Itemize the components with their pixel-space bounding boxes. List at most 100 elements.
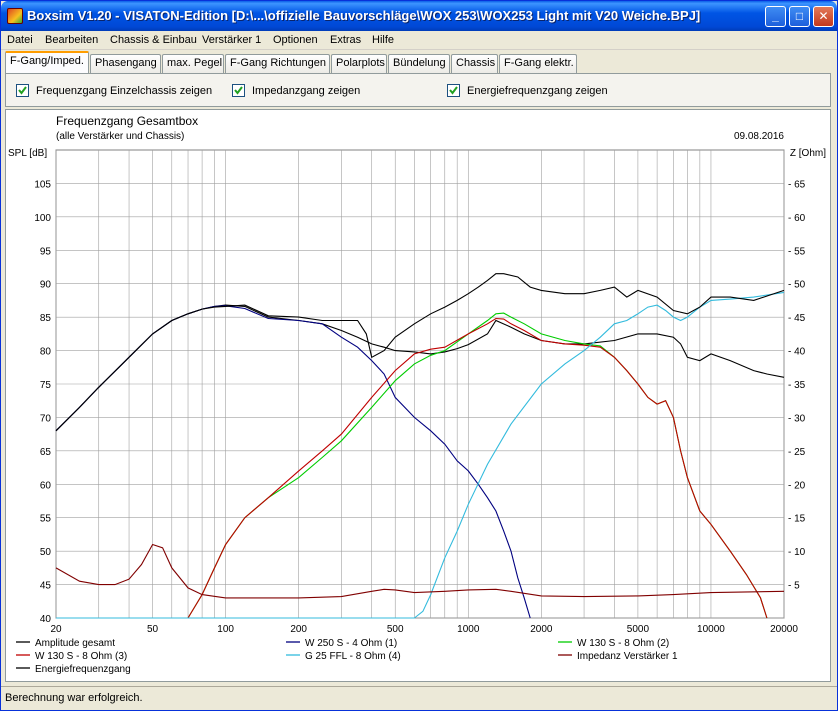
tab-max-pegel[interactable]: max. Pegel (162, 54, 224, 73)
close-button[interactable]: ✕ (813, 6, 834, 27)
tab-fgang-elektr[interactable]: F-Gang elektr. (499, 54, 577, 73)
option-impedanz[interactable]: Impedanzgang zeigen (232, 84, 360, 97)
y-tick-label-left: 65 (40, 447, 52, 458)
y-tick-label-left: 60 (40, 480, 52, 491)
y-tick-label-right: - 20 (788, 480, 806, 491)
tab-strip: F-Gang/Imped. Phasengang max. Pegel F-Ga… (1, 51, 837, 73)
y-axis-label-right: Z [Ohm] (790, 148, 826, 159)
menu-verstaerker[interactable]: Verstärker 1 (202, 34, 262, 46)
series-line-4 (56, 291, 785, 619)
option-einzelchassis[interactable]: Frequenzgang Einzelchassis zeigen (16, 84, 212, 97)
y-tick-label-left: 50 (40, 547, 52, 558)
legend-label-6: Energiefrequenzgang (35, 664, 131, 675)
check-icon (449, 86, 458, 95)
legend-label-5: Impedanz Verstärker 1 (577, 651, 678, 662)
x-tick-label: 5000 (627, 624, 650, 635)
x-tick-label: 10000 (697, 624, 725, 635)
menu-chassis-einbau[interactable]: Chassis & Einbau (110, 34, 197, 46)
impedanz-checkbox[interactable] (232, 84, 245, 97)
y-tick-label-right: - 40 (788, 347, 806, 358)
tab-chassis[interactable]: Chassis (451, 54, 498, 73)
plot-area: Frequenzgang Gesamtbox (alle Verstärker … (5, 109, 831, 682)
y-tick-label-left: 45 (40, 581, 52, 592)
status-text: Berechnung war erfolgreich. (5, 692, 143, 704)
y-tick-label-left: 40 (40, 614, 52, 625)
y-tick-label-left: 75 (40, 380, 52, 391)
y-tick-label-left: 80 (40, 347, 52, 358)
legend-label-4: G 25 FFL - 8 Ohm (4) (305, 651, 401, 662)
option-energie[interactable]: Energiefrequenzgang zeigen (447, 84, 608, 97)
y-tick-label-left: 95 (40, 246, 52, 257)
y-tick-label-left: 70 (40, 413, 52, 424)
legend-label-0: Amplitude gesamt (35, 638, 115, 649)
x-tick-label: 50 (147, 624, 159, 635)
chart-series (55, 273, 785, 619)
chart-ticks: 20 50 100 200 500 1000 2000 5000 10000 20000 40 45 5… (34, 179, 805, 635)
y-tick-label-right: - 15 (788, 514, 806, 525)
y-tick-label-right: - 55 (788, 246, 806, 257)
y-tick-label-right: - 25 (788, 447, 806, 458)
series-line-5 (55, 543, 785, 599)
x-tick-label: 500 (387, 624, 404, 635)
energie-checkbox[interactable] (447, 84, 460, 97)
title-bar[interactable]: Boxsim V1.20 - VISATON-Edition [D:\...\o… (1, 1, 837, 31)
series-line-2 (56, 312, 768, 619)
series-line-0 (55, 304, 785, 432)
status-bar: Berechnung war erfolgreich. (1, 686, 837, 710)
app-icon[interactable] (7, 8, 23, 24)
chart-grid (55, 149, 785, 619)
legend-label-2: W 130 S - 8 Ohm (2) (577, 638, 669, 649)
impedanz-label: Impedanzgang zeigen (252, 84, 361, 97)
y-tick-label-right: - 45 (788, 313, 806, 324)
y-tick-label-right: - 50 (788, 280, 806, 291)
series-line-6 (55, 273, 785, 432)
legend-label-3: W 130 S - 8 Ohm (3) (35, 651, 127, 662)
x-tick-label: 100 (217, 624, 234, 635)
tab-polarplots[interactable]: Polarplots (331, 54, 387, 73)
chart-date: 09.08.2016 (734, 131, 784, 142)
y-tick-label-left: 85 (40, 313, 52, 324)
menu-hilfe[interactable]: Hilfe (372, 34, 395, 46)
window-title: Boxsim V1.20 - VISATON-Edition [D:\...\o… (27, 8, 701, 23)
chart-title: Frequenzgang Gesamtbox (56, 114, 198, 128)
x-tick-label: 20 (50, 624, 62, 635)
frequency-response-chart[interactable]: Frequenzgang Gesamtbox (alle Verstärker … (6, 110, 830, 681)
tab-fgang-richtungen[interactable]: F-Gang Richtungen (225, 54, 330, 73)
y-tick-label-right: - 10 (788, 547, 806, 558)
chart-subtitle: (alle Verstärker und Chassis) (56, 131, 184, 142)
tab-phasengang[interactable]: Phasengang (90, 54, 161, 73)
x-tick-label: 200 (290, 624, 307, 635)
einzelchassis-checkbox[interactable] (16, 84, 29, 97)
einzelchassis-label: Frequenzgang Einzelchassis zeigen (36, 84, 213, 97)
tab-buendelung[interactable]: Bündelung (388, 54, 450, 73)
y-tick-label-right: - 60 (788, 213, 806, 224)
menu-bearbeiten[interactable]: Bearbeiten (45, 34, 99, 46)
y-axis-label-left: SPL [dB] (8, 148, 47, 159)
tab-fgang-imped[interactable]: F-Gang/Imped. (5, 51, 89, 73)
check-icon (234, 86, 243, 95)
x-tick-label: 1000 (457, 624, 480, 635)
y-tick-label-left: 55 (40, 514, 52, 525)
chart-legend: Amplitude gesamt W 250 S - 4 Ohm (1) W 130… (16, 638, 678, 675)
energie-label: Energiefrequenzgang zeigen (467, 84, 608, 97)
menu-extras[interactable]: Extras (330, 34, 362, 46)
y-tick-label-left: 90 (40, 280, 52, 291)
y-tick-label-right: - 5 (788, 581, 800, 592)
options-panel: Frequenzgang Einzelchassis zeigen Impeda… (5, 73, 831, 107)
y-tick-label-right: - 65 (788, 179, 806, 190)
check-icon (18, 86, 27, 95)
series-line-3 (56, 317, 768, 619)
series-line-1 (55, 305, 531, 619)
menu-optionen[interactable]: Optionen (273, 34, 318, 46)
maximize-button[interactable]: □ (789, 6, 810, 27)
menu-datei[interactable]: Datei (7, 34, 33, 46)
legend-label-1: W 250 S - 4 Ohm (1) (305, 638, 397, 649)
y-tick-label-left: 105 (34, 179, 51, 190)
y-tick-label-right: - 30 (788, 413, 806, 424)
x-tick-label: 2000 (530, 624, 553, 635)
minimize-button[interactable]: _ (765, 6, 786, 27)
y-tick-label-left: 100 (34, 213, 51, 224)
menu-bar: Datei Bearbeiten Chassis & Einbau Verstä… (1, 31, 837, 50)
y-tick-label-right: - 35 (788, 380, 806, 391)
